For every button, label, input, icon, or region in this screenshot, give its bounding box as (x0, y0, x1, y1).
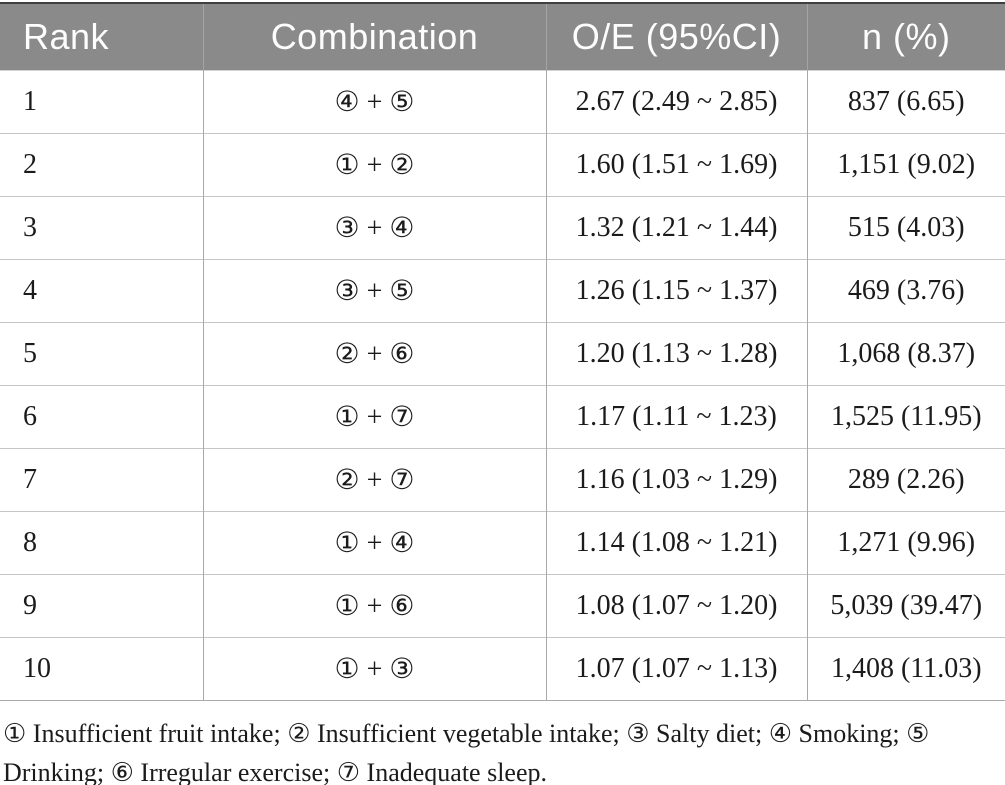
cell-combination: ① + ④ (203, 511, 547, 575)
cell-combination: ③ + ④ (203, 196, 547, 260)
cell-n-percent: 1,525 (11.95) (807, 385, 1005, 449)
table-row: 3 ③ + ④ 1.32 (1.21 ~ 1.44) 515 (4.03) (0, 196, 1005, 260)
table-header: Rank Combination O/E (95%CI) n (%) (0, 3, 1005, 71)
cell-oe-ci: 1.16 (1.03 ~ 1.29) (546, 448, 808, 512)
table-row: 2 ① + ② 1.60 (1.51 ~ 1.69) 1,151 (9.02) (0, 133, 1005, 197)
header-combination: Combination (203, 3, 547, 71)
table-row: 8 ① + ④ 1.14 (1.08 ~ 1.21) 1,271 (9.96) (0, 511, 1005, 575)
cell-n-percent: 1,408 (11.03) (807, 637, 1005, 701)
cell-rank: 4 (0, 259, 204, 323)
cell-combination: ① + ⑦ (203, 385, 547, 449)
cell-combination: ① + ③ (203, 637, 547, 701)
header-rank: Rank (0, 3, 204, 71)
cell-oe-ci: 1.20 (1.13 ~ 1.28) (546, 322, 808, 386)
cell-rank: 6 (0, 385, 204, 449)
cell-oe-ci: 1.14 (1.08 ~ 1.21) (546, 511, 808, 575)
cell-oe-ci: 1.07 (1.07 ~ 1.13) (546, 637, 808, 701)
risk-combination-table: Rank Combination O/E (95%CI) n (%) 1 ④ +… (0, 2, 1005, 701)
table-row: 10 ① + ③ 1.07 (1.07 ~ 1.13) 1,408 (11.03… (0, 637, 1005, 701)
header-row: Rank Combination O/E (95%CI) n (%) (0, 3, 1005, 71)
cell-oe-ci: 1.08 (1.07 ~ 1.20) (546, 574, 808, 638)
table-row: 6 ① + ⑦ 1.17 (1.11 ~ 1.23) 1,525 (11.95) (0, 385, 1005, 449)
cell-combination: ④ + ⑤ (203, 70, 547, 134)
cell-combination: ③ + ⑤ (203, 259, 547, 323)
table-row: 9 ① + ⑥ 1.08 (1.07 ~ 1.20) 5,039 (39.47) (0, 574, 1005, 638)
cell-rank: 9 (0, 574, 204, 638)
cell-oe-ci: 2.67 (2.49 ~ 2.85) (546, 70, 808, 134)
cell-rank: 7 (0, 448, 204, 512)
cell-combination: ② + ⑦ (203, 448, 547, 512)
cell-combination: ① + ② (203, 133, 547, 197)
cell-combination: ① + ⑥ (203, 574, 547, 638)
cell-rank: 2 (0, 133, 204, 197)
cell-n-percent: 515 (4.03) (807, 196, 1005, 260)
table-row: 1 ④ + ⑤ 2.67 (2.49 ~ 2.85) 837 (6.65) (0, 70, 1005, 134)
cell-rank: 10 (0, 637, 204, 701)
table-body: 1 ④ + ⑤ 2.67 (2.49 ~ 2.85) 837 (6.65) 2 … (0, 70, 1005, 701)
cell-oe-ci: 1.26 (1.15 ~ 1.37) (546, 259, 808, 323)
cell-n-percent: 289 (2.26) (807, 448, 1005, 512)
cell-rank: 3 (0, 196, 204, 260)
cell-rank: 8 (0, 511, 204, 575)
cell-rank: 5 (0, 322, 204, 386)
cell-rank: 1 (0, 70, 204, 134)
cell-n-percent: 837 (6.65) (807, 70, 1005, 134)
cell-combination: ② + ⑥ (203, 322, 547, 386)
table-row: 7 ② + ⑦ 1.16 (1.03 ~ 1.29) 289 (2.26) (0, 448, 1005, 512)
header-oe-ci: O/E (95%CI) (546, 3, 808, 71)
cell-n-percent: 469 (3.76) (807, 259, 1005, 323)
table-row: 4 ③ + ⑤ 1.26 (1.15 ~ 1.37) 469 (3.76) (0, 259, 1005, 323)
cell-oe-ci: 1.60 (1.51 ~ 1.69) (546, 133, 808, 197)
cell-n-percent: 1,271 (9.96) (807, 511, 1005, 575)
cell-n-percent: 5,039 (39.47) (807, 574, 1005, 638)
cell-oe-ci: 1.17 (1.11 ~ 1.23) (546, 385, 808, 449)
table-row: 5 ② + ⑥ 1.20 (1.13 ~ 1.28) 1,068 (8.37) (0, 322, 1005, 386)
footnote: ① Insufficient fruit intake; ② Insuffici… (3, 719, 930, 785)
header-n-percent: n (%) (807, 3, 1005, 71)
cell-oe-ci: 1.32 (1.21 ~ 1.44) (546, 196, 808, 260)
cell-n-percent: 1,068 (8.37) (807, 322, 1005, 386)
cell-n-percent: 1,151 (9.02) (807, 133, 1005, 197)
